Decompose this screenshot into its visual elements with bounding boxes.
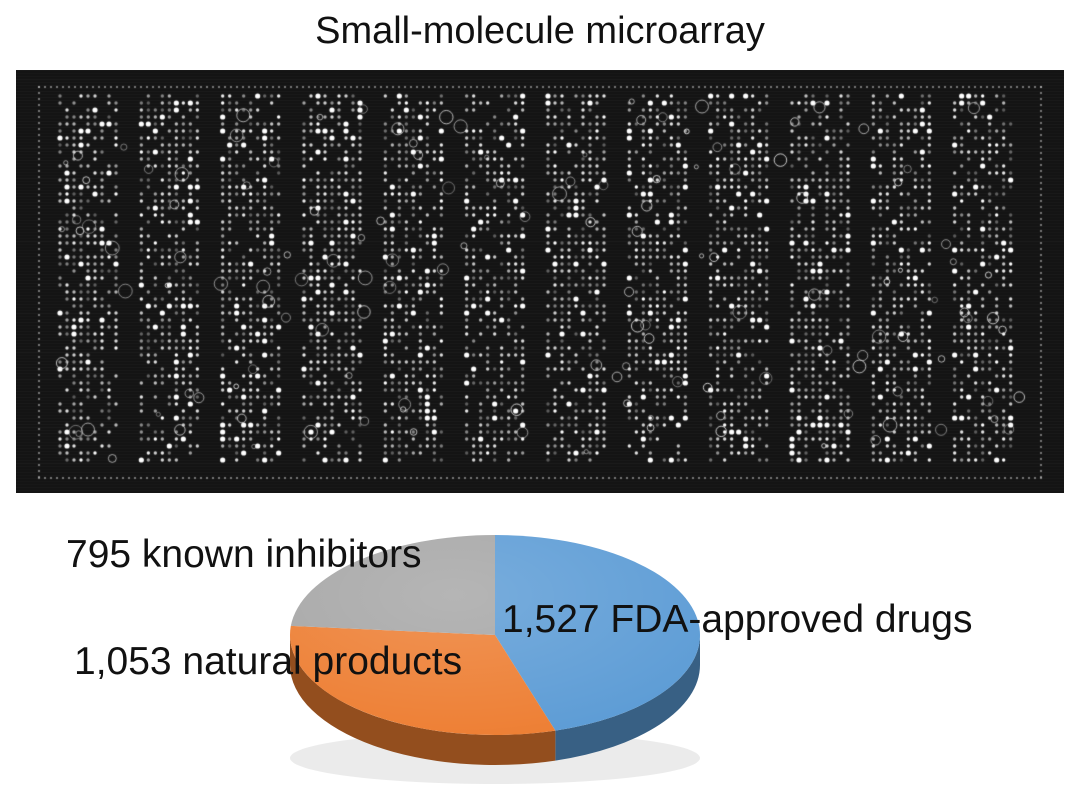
slice-label-known-inhibitors: 795 known inhibitors — [66, 533, 422, 576]
pie-slice-side-natural-products — [290, 635, 556, 765]
slice-label-fda-approved-drugs: 1,527 FDA-approved drugs — [502, 598, 973, 641]
pie-highlight — [290, 535, 700, 735]
figure-title: Small-molecule microarray — [315, 10, 765, 52]
pie-chart-svg — [290, 535, 700, 784]
microarray-image — [16, 70, 1064, 493]
microarray-scan — [16, 70, 1064, 493]
pie-slice-side-fda-approved-drugs — [555, 635, 700, 761]
slice-label-natural-products: 1,053 natural products — [74, 640, 463, 683]
pie-chart — [0, 500, 1080, 786]
